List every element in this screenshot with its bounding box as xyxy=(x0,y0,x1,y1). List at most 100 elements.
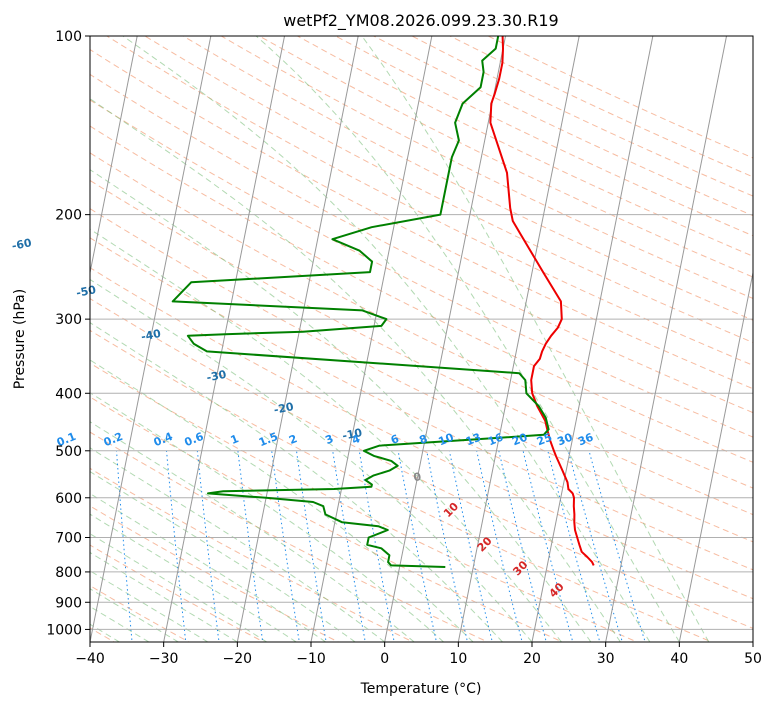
moist-adiabat xyxy=(90,588,179,642)
y-axis: 100 200 300 400 500 600 700 800 900 1000 xyxy=(46,29,90,638)
background-lines xyxy=(70,36,753,645)
isotherm-label: -50 xyxy=(75,283,97,300)
dry-adiabat xyxy=(220,36,753,300)
y-tick-label: 100 xyxy=(55,29,82,45)
pressure-gridlines xyxy=(90,36,753,630)
mixing-ratio-label: 16 xyxy=(486,431,505,449)
isotherm-line xyxy=(236,36,359,642)
moist-adiabat xyxy=(122,36,651,642)
mixing-ratio-label: 30 xyxy=(555,431,574,449)
plot-frame xyxy=(89,35,754,643)
isotherm-line xyxy=(752,639,753,642)
y-tick-label: 300 xyxy=(55,312,82,328)
isotherm-label: -20 xyxy=(273,400,295,417)
isotherm-line xyxy=(384,36,507,642)
mixing-ratio-line xyxy=(271,450,300,642)
x-tick-label: −40 xyxy=(75,651,105,667)
mixing-ratio-label: 20 xyxy=(510,431,529,449)
y-tick-label: 700 xyxy=(55,531,82,547)
mixing-ratio-label: 8 xyxy=(417,432,429,447)
dry-adiabat xyxy=(90,99,753,438)
isotherm-line xyxy=(90,36,138,276)
dry-adiabat xyxy=(90,152,753,489)
x-tick-label: 0 xyxy=(380,651,389,667)
y-tick-label: 400 xyxy=(55,386,82,402)
isotherm-label: 0 xyxy=(412,470,422,484)
y-tick-label: 1000 xyxy=(46,622,82,638)
x-tick-label: 40 xyxy=(670,651,688,667)
moist-adiabat xyxy=(361,36,710,642)
moist-adiabat xyxy=(90,98,621,642)
mixing-ratio-line xyxy=(522,450,574,642)
y-tick-label: 800 xyxy=(55,565,82,581)
mixing-ratio-line xyxy=(70,451,82,645)
x-tick-label: −20 xyxy=(223,651,253,667)
x-tick-label: −30 xyxy=(149,651,179,667)
y-tick-label: 200 xyxy=(55,208,82,224)
chart-title: wetPf2_YM08.2026.099.23.30.R19 xyxy=(283,11,558,31)
y-tick-label: 600 xyxy=(55,491,82,507)
mixing-ratio-line xyxy=(547,450,601,642)
moist-adiabat xyxy=(90,471,356,642)
moist-adiabat xyxy=(90,447,386,642)
mixing-ratio-label: 10 xyxy=(437,431,456,449)
isotherms xyxy=(0,36,753,642)
plot-area xyxy=(90,36,753,642)
isotherm-line xyxy=(678,270,753,642)
isotherm-line xyxy=(457,36,580,642)
mixing-ratio-label: 3 xyxy=(323,432,335,447)
y-tick-label: 500 xyxy=(55,444,82,460)
mixing-ratio-line xyxy=(196,450,220,642)
moist-adiabat xyxy=(90,169,592,642)
y-axis-label: Pressure (hPa) xyxy=(12,289,28,389)
profile-series xyxy=(171,36,595,568)
dry-adiabat xyxy=(90,73,753,414)
x-tick-label: 20 xyxy=(523,651,541,667)
x-axis: −40 −30 −20 −10 0 10 20 30 40 50 xyxy=(75,642,762,667)
dewpoint-line xyxy=(171,36,550,568)
mixing-ratio-line xyxy=(116,450,133,642)
x-tick-label: 50 xyxy=(744,651,762,667)
mixing-ratio-line xyxy=(166,450,187,642)
mixing-ratio-label: 36 xyxy=(576,431,595,449)
dry-adiabat xyxy=(105,36,753,366)
dry-adiabat xyxy=(182,36,753,321)
dry-adiabat xyxy=(90,267,753,600)
moist-adiabat xyxy=(90,228,562,642)
isotherm-label: -60 xyxy=(11,236,33,253)
isotherm-line xyxy=(0,36,64,642)
mixing-ratio-label: 25 xyxy=(535,431,554,449)
mixing-ratio-line xyxy=(567,450,623,642)
isotherm-line xyxy=(90,36,212,642)
mixing-ratio-line xyxy=(426,450,469,642)
moist-adiabat xyxy=(90,392,444,642)
isotherm-line xyxy=(605,36,728,642)
dry-adiabat xyxy=(90,179,753,516)
x-tick-label: 10 xyxy=(449,651,467,667)
moist-adiabat xyxy=(90,551,238,642)
mixing-ratio-label: 13 xyxy=(464,431,483,449)
moist-adiabat xyxy=(90,359,474,642)
mixing-ratio-line xyxy=(476,450,523,642)
moist-adiabat xyxy=(255,36,680,642)
dry-adiabat xyxy=(90,237,753,571)
temperature-line xyxy=(489,36,595,566)
mixing-ratio-line xyxy=(237,450,264,642)
isotherm-line xyxy=(531,36,654,642)
moist-adiabat xyxy=(90,570,209,642)
isotherm-label: -30 xyxy=(205,368,227,385)
dry-adiabat xyxy=(90,208,753,543)
y-tick-label: 900 xyxy=(55,595,82,611)
mixing-ratio-line xyxy=(498,450,547,642)
isotherm-label: -40 xyxy=(140,327,162,344)
moist-adiabat xyxy=(90,278,533,642)
isotherm-label: -10 xyxy=(341,426,363,443)
mixing-ratio-label: 1 xyxy=(229,432,241,447)
mixing-ratio-label: 2 xyxy=(287,432,299,447)
mixing-ratio-line xyxy=(448,450,493,642)
isotherm-line xyxy=(310,36,433,642)
x-tick-label: 30 xyxy=(597,651,615,667)
moist-adiabat xyxy=(90,533,268,642)
x-axis-label: Temperature (°C) xyxy=(360,681,482,697)
isotherm-line xyxy=(163,36,286,642)
